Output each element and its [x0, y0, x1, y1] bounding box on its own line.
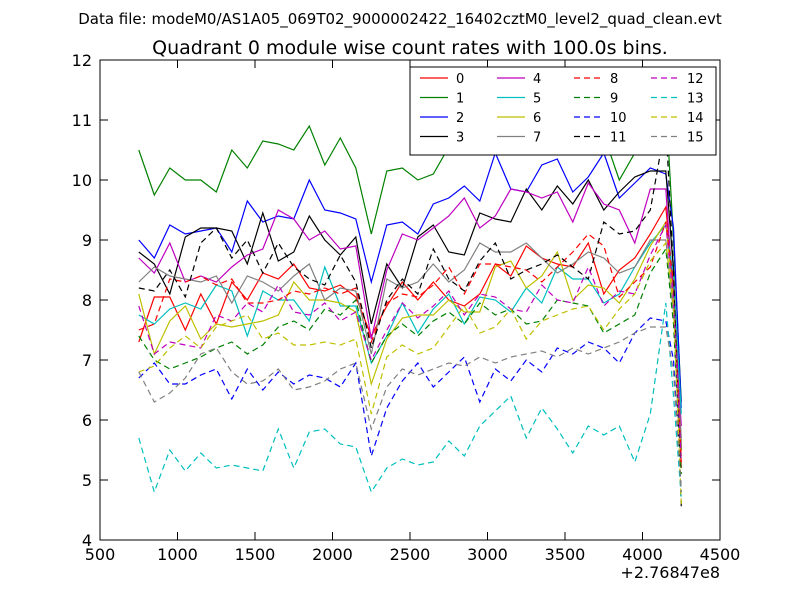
legend-label-2: 2 [456, 111, 464, 126]
legend-label-12: 12 [687, 72, 704, 87]
legend-label-7: 7 [533, 131, 541, 146]
x-tick-label: 2500 [390, 545, 431, 564]
y-tick-label: 5 [82, 471, 92, 490]
legend-label-6: 6 [533, 111, 541, 126]
x-tick-label: 1500 [235, 545, 276, 564]
series-line-15 [138, 326, 682, 493]
x-offset-label: +2.76847e8 [620, 563, 720, 582]
legend-label-9: 9 [610, 92, 618, 107]
series-line-7 [138, 239, 682, 439]
series-line-5 [138, 223, 682, 415]
legend-label-3: 3 [456, 131, 464, 146]
series-line-14 [138, 241, 682, 505]
series-line-0 [138, 205, 682, 469]
series-line-9 [138, 247, 682, 475]
series-line-11 [138, 122, 682, 508]
y-tick-label: 10 [72, 171, 92, 190]
x-tick-label: 500 [85, 545, 116, 564]
legend-label-15: 15 [687, 131, 704, 146]
series-line-6 [138, 220, 682, 457]
y-tick-label: 12 [72, 51, 92, 70]
series-line-8 [138, 221, 682, 463]
x-tick-label: 3000 [467, 545, 508, 564]
x-tick-label: 2000 [312, 545, 353, 564]
legend-label-14: 14 [687, 111, 704, 126]
x-tick-label: 4500 [700, 545, 741, 564]
x-tick-label: 3500 [545, 545, 586, 564]
y-tick-label: 8 [82, 291, 92, 310]
series-layer [138, 97, 682, 508]
legend-label-0: 0 [456, 72, 464, 87]
figure-suptitle: Data file: modeM0/AS1A05_069T02_90000024… [78, 10, 722, 29]
series-line-3 [138, 170, 682, 451]
ticks-layer: 500 1000 1500 2000 2500 3000 3500 4000 4500 4 5 6 7 8… [72, 51, 741, 564]
y-tick-label: 11 [72, 111, 92, 130]
legend-label-11: 11 [610, 131, 627, 146]
x-tick-label: 4000 [622, 545, 663, 564]
y-tick-label: 9 [82, 231, 92, 250]
legend-box [409, 66, 717, 156]
x-tick-label: 1000 [157, 545, 198, 564]
y-tick-label: 7 [82, 351, 92, 370]
series-line-13 [138, 302, 682, 499]
legend-label-13: 13 [687, 92, 704, 107]
legend-label-5: 5 [533, 92, 541, 107]
y-tick-label: 6 [82, 411, 92, 430]
series-line-4 [138, 181, 682, 427]
legend-label-10: 10 [610, 111, 627, 126]
chart-title: Quadrant 0 module wise count rates with … [152, 37, 668, 59]
legend-label-4: 4 [533, 72, 541, 87]
legend-label-8: 8 [610, 72, 618, 87]
series-line-10 [138, 317, 682, 493]
y-tick-label: 4 [82, 531, 92, 550]
legend-label-1: 1 [456, 92, 464, 107]
